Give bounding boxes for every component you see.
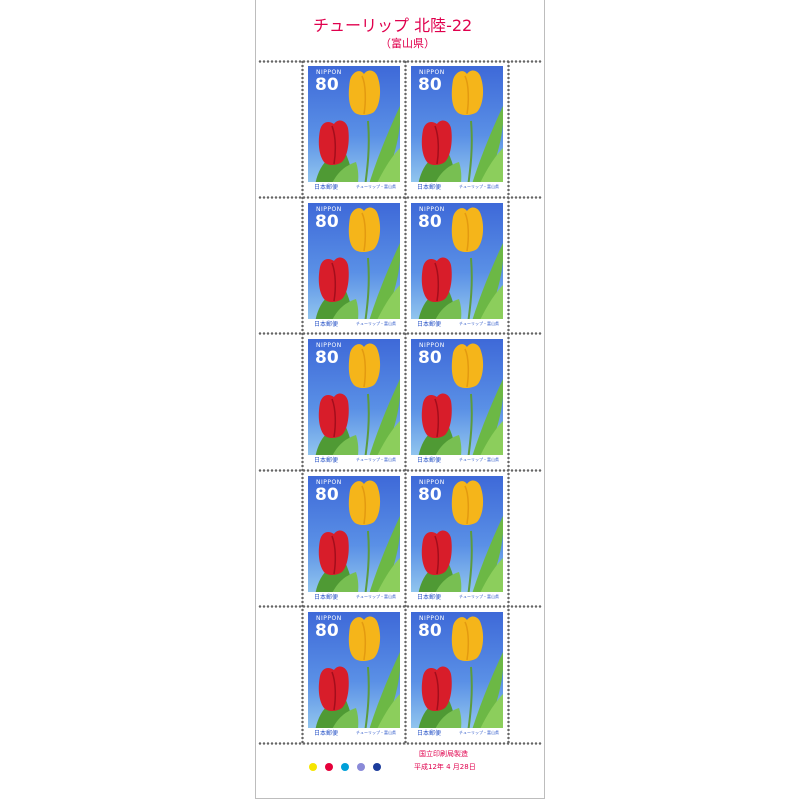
stamp-caption: チューリップ・富山県 xyxy=(356,184,396,189)
stamp-post-label: 日本郵便 xyxy=(314,184,339,191)
stamp-nippon-label: NIPPON xyxy=(419,206,445,213)
tulip-stamp: NIPPON 80 日本郵便 チューリップ・富山県 xyxy=(306,64,402,194)
stamp-bottom-band xyxy=(411,182,503,192)
stamp-caption: チューリップ・富山県 xyxy=(356,730,396,735)
stamp-nippon-label: NIPPON xyxy=(316,479,342,486)
stamp-face-value: 80 xyxy=(315,348,339,368)
stamp-nippon-label: NIPPON xyxy=(316,69,342,76)
stamp-face-value: 80 xyxy=(315,621,339,641)
stamp-face-value: 80 xyxy=(315,212,339,232)
sheet-title: チューリップ 北陸-22 xyxy=(313,16,473,35)
perforation-line xyxy=(507,60,510,745)
stamp-bottom-band xyxy=(308,455,400,465)
registration-dot-yellow xyxy=(309,763,317,771)
stamp-nippon-label: NIPPON xyxy=(316,342,342,349)
tulip-stamp: NIPPON 80 日本郵便 チューリップ・富山県 xyxy=(306,610,402,740)
stamp-bottom-band xyxy=(308,728,400,738)
perforation-line xyxy=(301,60,304,745)
stamp-caption: チューリップ・富山県 xyxy=(459,457,499,462)
stamp-face-value: 80 xyxy=(418,348,442,368)
stamp-bottom-band xyxy=(411,319,503,329)
stamp-bottom-band xyxy=(411,728,503,738)
stamp-caption: チューリップ・富山県 xyxy=(356,594,396,599)
tulip-stamp: NIPPON 80 日本郵便 チューリップ・富山県 xyxy=(306,474,402,604)
stamp-post-label: 日本郵便 xyxy=(417,730,442,737)
stamp-bottom-band xyxy=(411,455,503,465)
stamp-face-value: 80 xyxy=(418,621,442,641)
stamp-caption: チューリップ・富山県 xyxy=(356,457,396,462)
stamp-face-value: 80 xyxy=(315,75,339,95)
stamp-nippon-label: NIPPON xyxy=(419,615,445,622)
stamp-bottom-band xyxy=(308,182,400,192)
stamp-bottom-band xyxy=(308,592,400,602)
stamp-nippon-label: NIPPON xyxy=(419,69,445,76)
stamp-nippon-label: NIPPON xyxy=(419,479,445,486)
registration-dot-red xyxy=(325,763,333,771)
stamp-caption: チューリップ・富山県 xyxy=(459,184,499,189)
stamp-post-label: 日本郵便 xyxy=(314,457,339,464)
sheet-subtitle: （富山県） xyxy=(380,37,435,50)
tulip-stamp: NIPPON 80 日本郵便 チューリップ・富山県 xyxy=(409,337,505,467)
stamp-caption: チューリップ・富山県 xyxy=(459,594,499,599)
tulip-stamp: NIPPON 80 日本郵便 チューリップ・富山県 xyxy=(409,201,505,331)
perforation-line xyxy=(258,332,542,335)
stamp-face-value: 80 xyxy=(315,485,339,505)
registration-dot-blue xyxy=(373,763,381,771)
stamp-caption: チューリップ・富山県 xyxy=(459,730,499,735)
perforation-line xyxy=(258,60,542,63)
perforation-line xyxy=(404,60,407,745)
perforation-line xyxy=(258,196,542,199)
stamp-caption: チューリップ・富山県 xyxy=(356,321,396,326)
perforation-line xyxy=(258,605,542,608)
registration-dot-violet xyxy=(357,763,365,771)
print-date: 平成12年 4 月28日 xyxy=(414,763,476,771)
stamp-face-value: 80 xyxy=(418,485,442,505)
printer-imprint: 国立印刷局製造 xyxy=(419,750,468,758)
stamp-post-label: 日本郵便 xyxy=(417,321,442,328)
registration-dot-cyan xyxy=(341,763,349,771)
tulip-stamp: NIPPON 80 日本郵便 チューリップ・富山県 xyxy=(306,201,402,331)
stamp-post-label: 日本郵便 xyxy=(417,457,442,464)
perforation-line xyxy=(258,469,542,472)
tulip-stamp: NIPPON 80 日本郵便 チューリップ・富山県 xyxy=(306,337,402,467)
stamp-post-label: 日本郵便 xyxy=(314,730,339,737)
stamp-post-label: 日本郵便 xyxy=(314,594,339,601)
stamp-caption: チューリップ・富山県 xyxy=(459,321,499,326)
stamp-nippon-label: NIPPON xyxy=(316,615,342,622)
perforation-line xyxy=(258,742,542,745)
tulip-stamp: NIPPON 80 日本郵便 チューリップ・富山県 xyxy=(409,610,505,740)
stamp-post-label: 日本郵便 xyxy=(314,321,339,328)
stamp-face-value: 80 xyxy=(418,212,442,232)
stamp-post-label: 日本郵便 xyxy=(417,184,442,191)
stamp-bottom-band xyxy=(411,592,503,602)
stamp-post-label: 日本郵便 xyxy=(417,594,442,601)
tulip-stamp: NIPPON 80 日本郵便 チューリップ・富山県 xyxy=(409,64,505,194)
tulip-stamp: NIPPON 80 日本郵便 チューリップ・富山県 xyxy=(409,474,505,604)
stamp-nippon-label: NIPPON xyxy=(316,206,342,213)
stamp-nippon-label: NIPPON xyxy=(419,342,445,349)
stamp-bottom-band xyxy=(308,319,400,329)
stamp-face-value: 80 xyxy=(418,75,442,95)
